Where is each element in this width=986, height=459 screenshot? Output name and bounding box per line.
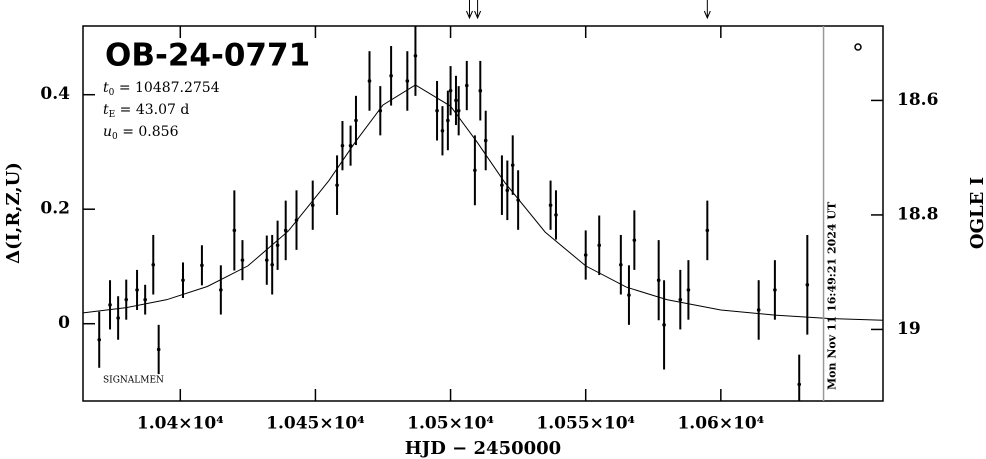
data-point	[240, 258, 245, 262]
data-point	[264, 258, 269, 262]
timestamp: Mon Nov 11 16:49:21 2024 UT	[826, 201, 839, 390]
data-point	[454, 98, 458, 103]
y-tick-label: 0	[58, 313, 70, 333]
data-point	[97, 337, 102, 342]
param-symbol: t	[103, 102, 109, 118]
data-point	[619, 262, 623, 267]
data-point	[597, 243, 602, 248]
param: u0 = 0.856	[103, 124, 179, 142]
data-point	[219, 288, 223, 292]
data-point	[705, 228, 710, 233]
data-point	[440, 128, 445, 133]
data-point	[446, 118, 450, 123]
y2-axis-label: OGLE I	[967, 177, 986, 249]
arrow	[466, 0, 473, 20]
data-point	[348, 143, 353, 148]
data-point	[483, 138, 488, 143]
y-tick-label: 0.4	[40, 84, 70, 104]
data-point	[275, 243, 280, 248]
data-point	[662, 323, 666, 327]
data-point	[797, 382, 802, 387]
data-point	[448, 88, 453, 93]
data-point	[143, 297, 147, 302]
param-value: = 10487.2754	[114, 80, 219, 96]
x-tick-label: 1.06×10⁴	[677, 414, 764, 434]
data-point	[473, 168, 477, 173]
data-point	[686, 288, 691, 292]
param-value: = 0.856	[118, 124, 179, 140]
y-tick-label: 0.2	[40, 199, 70, 219]
x-tick-label: 1.055×10⁴	[536, 414, 635, 434]
y2-tick-label: 18.8	[897, 204, 938, 224]
arrow	[703, 0, 711, 20]
data-point	[181, 278, 185, 282]
data-point	[378, 108, 383, 113]
data-point	[583, 253, 588, 257]
data-point	[464, 83, 469, 88]
param-value: = 43.07 d	[115, 102, 189, 118]
data-point	[656, 278, 661, 282]
y2-tick-label: 18.6	[897, 90, 938, 110]
data-point	[270, 262, 274, 267]
model-curve	[83, 84, 883, 321]
data-point	[294, 218, 299, 222]
data-point	[156, 347, 161, 352]
data-point	[389, 74, 393, 78]
data-point	[756, 308, 761, 312]
y-axis-label: Δ(I,R,Z,U)	[3, 162, 24, 264]
data-point	[413, 53, 418, 58]
param-symbol: t	[103, 80, 109, 96]
data-point	[773, 288, 777, 292]
data-point	[405, 79, 410, 83]
data-point	[435, 108, 439, 113]
data-point	[335, 183, 339, 187]
data-point	[340, 143, 345, 148]
data-point	[354, 118, 358, 123]
credit: SIGNALMEN	[103, 376, 164, 386]
arrow	[474, 0, 482, 20]
param-sub: 0	[112, 132, 118, 142]
y2-tick-label: 19	[897, 319, 921, 339]
data-point	[500, 183, 504, 187]
data-point	[124, 297, 129, 302]
param-sub: 0	[109, 88, 115, 98]
data-point	[116, 316, 120, 320]
data-point	[678, 297, 683, 302]
data-point	[310, 203, 315, 207]
data-point	[151, 262, 156, 267]
data-point	[200, 263, 204, 268]
data-point	[632, 238, 637, 242]
x-tick-label: 1.05×10⁴	[407, 414, 494, 434]
data-point	[135, 288, 139, 292]
param-symbol: u	[103, 124, 112, 140]
data-point	[627, 293, 631, 297]
param: t0 = 10487.2754	[103, 80, 220, 98]
data-point	[232, 228, 237, 233]
x-tick-label: 1.045×10⁴	[266, 414, 365, 434]
data-point	[367, 79, 372, 83]
data-point	[516, 198, 520, 202]
x-tick-label: 1.04×10⁴	[137, 414, 224, 434]
plot-frame	[82, 25, 884, 402]
data-point	[554, 213, 558, 217]
data-point	[478, 88, 483, 93]
data-point	[456, 108, 461, 113]
param-sub: E	[109, 110, 116, 120]
param: tE = 43.07 d	[103, 102, 189, 120]
data-point	[548, 203, 553, 207]
x-axis-label: HJD − 2450000	[405, 438, 561, 459]
data-point	[108, 303, 112, 307]
data-point	[283, 228, 288, 233]
marker-o	[854, 43, 862, 51]
plot-area	[83, 26, 883, 401]
data-point	[805, 282, 810, 287]
data-point	[505, 188, 510, 193]
data-point	[510, 163, 515, 167]
chart-title: OB-24-0771	[105, 38, 310, 74]
